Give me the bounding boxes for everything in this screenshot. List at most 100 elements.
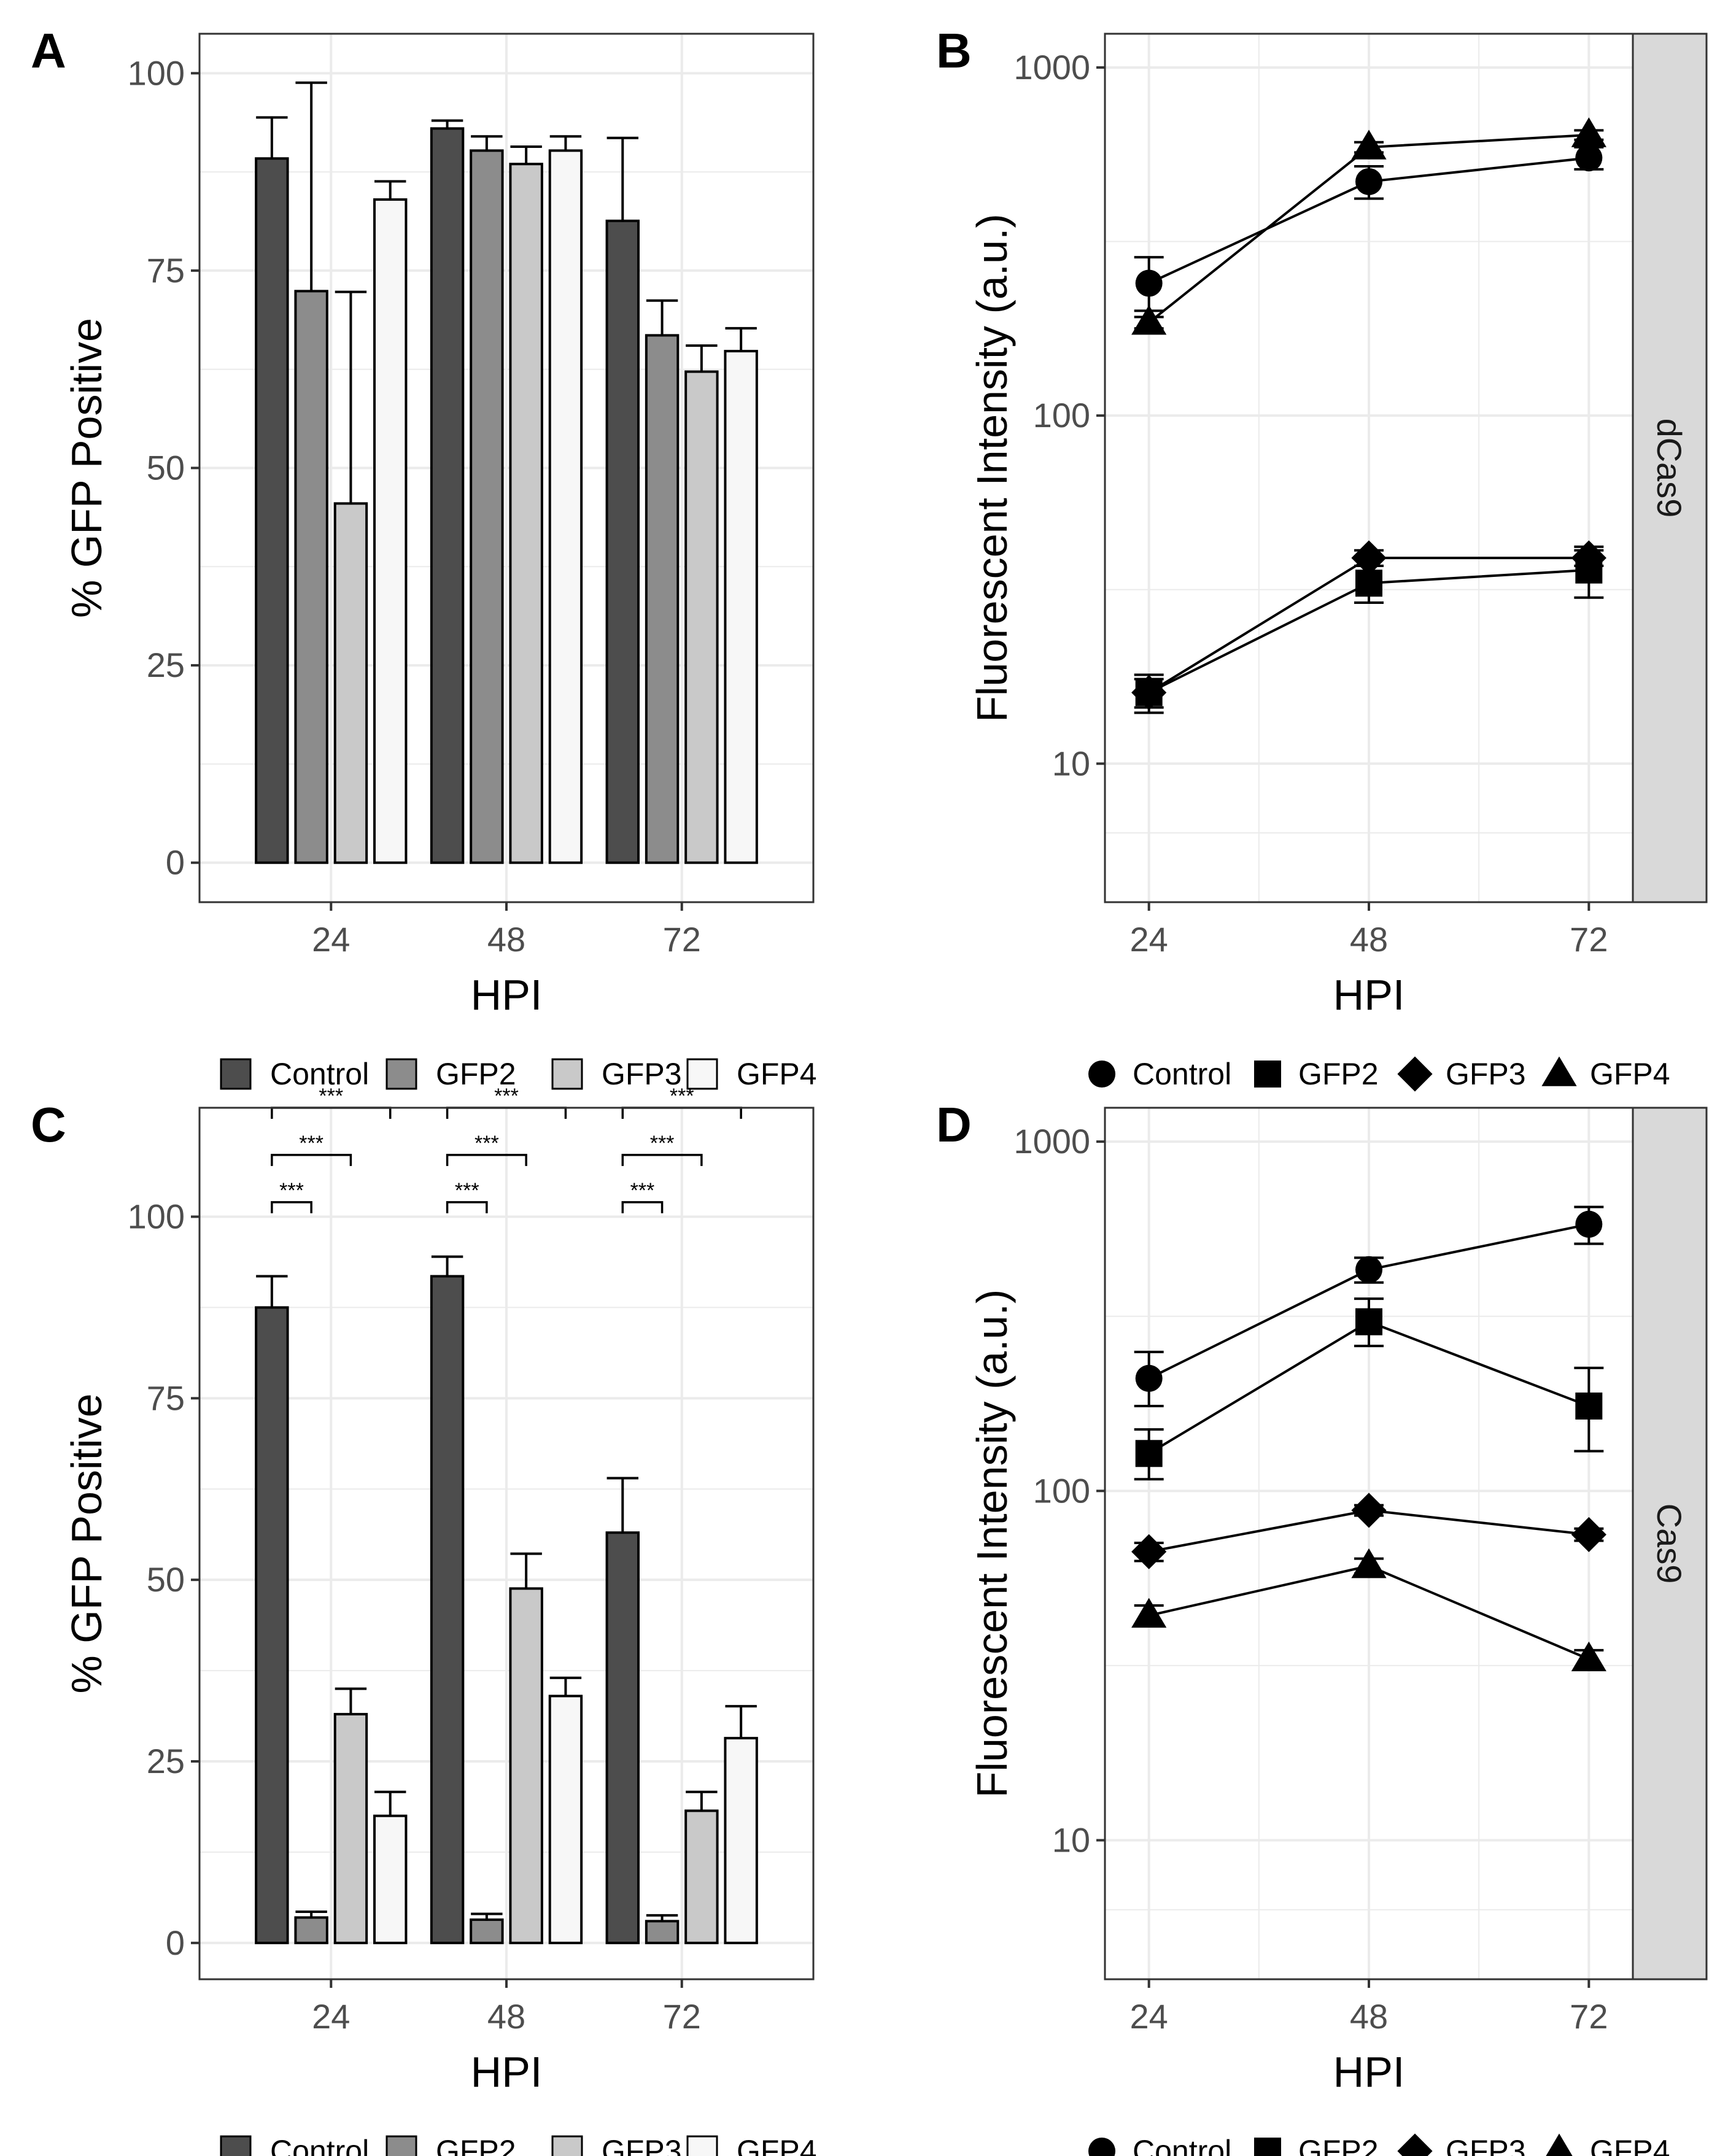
point-gfp4-24 <box>1131 1598 1167 1628</box>
panel-label: C <box>31 1097 66 1152</box>
x-tick-label: 48 <box>487 1997 525 2036</box>
x-tick-label: 48 <box>1350 1997 1388 2036</box>
significance-bracket <box>446 1201 488 1213</box>
y-tick-label: 100 <box>128 1197 185 1236</box>
y-tick-label: 0 <box>166 843 185 882</box>
legend-label-gfp4: GFP4 <box>737 2134 817 2156</box>
y-tick-label: 10 <box>1052 744 1090 782</box>
significance-bracket <box>271 1201 312 1213</box>
legend-key-gfp4 <box>686 1058 718 1090</box>
point-gfp3-24 <box>1131 674 1167 711</box>
bar-gfp4-24 <box>373 198 408 864</box>
y-tick-label: 50 <box>147 1560 185 1599</box>
point-gfp3-72 <box>1571 540 1606 576</box>
y-tick-label: 50 <box>147 449 185 487</box>
point-gfp3-72 <box>1571 1517 1606 1553</box>
significance-label: *** <box>455 1179 479 1202</box>
y-tick-label: 100 <box>1033 396 1090 435</box>
significance-bracket <box>446 1154 527 1166</box>
x-tick-label: 48 <box>487 920 525 959</box>
legend-label-gfp4: GFP4 <box>737 1057 817 1091</box>
legend-label-gfp4: GFP4 <box>1590 1057 1670 1091</box>
bar-control-72 <box>605 1531 640 1944</box>
bar-gfp2-24 <box>294 290 328 864</box>
point-gfp4-72 <box>1571 1641 1606 1672</box>
x-tick-label: 72 <box>663 920 701 959</box>
facet-strip <box>1632 1107 1708 1980</box>
y-tick-label: 75 <box>147 251 185 290</box>
bar-gfp4-24 <box>373 1814 408 1944</box>
bar-gfp4-72 <box>724 1737 758 1944</box>
point-gfp2-24 <box>1135 1440 1163 1467</box>
y-axis-title: Fluorescent Intensity (a.u.) <box>968 1289 1016 1798</box>
y-tick-label: 10 <box>1052 1821 1090 1860</box>
bar-gfp2-72 <box>645 334 680 864</box>
bar-gfp2-24 <box>294 1916 328 1944</box>
panel-d: Cas9 10 100 1000 24 48 72 HPI Fluorescent Intens… <box>936 1097 1708 2156</box>
legend-key-control <box>1088 1061 1115 1088</box>
legend-label-control: Control <box>270 1057 369 1091</box>
point-control-24 <box>1135 269 1163 297</box>
legend-key-gfp2 <box>386 2135 417 2156</box>
point-gfp4-72 <box>1571 117 1606 147</box>
legend-key-gfp3 <box>1397 1056 1433 1092</box>
y-tick-label: 25 <box>147 646 185 684</box>
legend-label-gfp3: GFP3 <box>602 2134 682 2156</box>
point-control-72 <box>1575 144 1603 172</box>
bar-gfp2-48 <box>470 1918 504 1944</box>
significance-label: *** <box>475 1132 499 1155</box>
point-control-48 <box>1355 1256 1382 1283</box>
significance-label: *** <box>279 1179 304 1202</box>
significance-bracket <box>621 1201 664 1213</box>
y-axis-title: Fluorescent Intensity (a.u.) <box>968 214 1016 722</box>
significance-label: *** <box>494 1084 519 1108</box>
x-tick-label: 72 <box>663 1997 701 2036</box>
bar-gfp4-72 <box>724 350 758 864</box>
significance-label: *** <box>630 1179 655 1202</box>
panel-label: D <box>936 1097 972 1152</box>
bar-gfp3-72 <box>684 370 719 864</box>
bar-control-48 <box>430 127 465 864</box>
legend-key-gfp2 <box>1254 1061 1281 1088</box>
facet-strip <box>1632 33 1708 903</box>
y-tick-label: 1000 <box>1013 48 1090 87</box>
panel-c: *** *** *** *** *** *** *** *** *** 0 25 50 75 100 24 4… <box>31 1084 817 2156</box>
legend-key-gfp2 <box>386 1058 417 1090</box>
legend-key-control <box>1088 2138 1115 2156</box>
panel-label: B <box>936 23 972 78</box>
y-tick-label: 25 <box>147 1742 185 1780</box>
legend-label-gfp2: GFP2 <box>436 2134 516 2156</box>
y-tick-label: 75 <box>147 1378 185 1417</box>
panel-label: A <box>31 23 66 78</box>
y-tick-label: 100 <box>1033 1471 1090 1510</box>
x-tick-label: 24 <box>312 1997 350 2036</box>
y-tick-label: 100 <box>128 53 185 92</box>
x-tick-label: 72 <box>1570 920 1608 959</box>
point-control-24 <box>1135 1364 1163 1392</box>
legend-key-control <box>220 2135 252 2156</box>
significance-bracket <box>271 1154 352 1166</box>
point-gfp2-48 <box>1355 1308 1382 1335</box>
legend-key-gfp4 <box>686 2135 718 2156</box>
significance-label: *** <box>650 1132 675 1155</box>
legend-key-gfp2 <box>1254 2138 1281 2156</box>
legend-key-control <box>220 1058 252 1090</box>
legend-label-gfp4: GFP4 <box>1590 2134 1670 2156</box>
x-tick-label: 24 <box>312 920 350 959</box>
significance-label: *** <box>319 1084 343 1108</box>
x-axis-title: HPI <box>1333 971 1405 1019</box>
legend-label-gfp3: GFP3 <box>1446 2134 1526 2156</box>
significance-bracket <box>621 1154 703 1166</box>
point-gfp3-24 <box>1131 1534 1167 1569</box>
point-gfp4-48 <box>1351 129 1387 160</box>
bar-gfp3-48 <box>509 163 543 864</box>
panel-a: 0 25 50 75 100 24 48 72 HPI % GFP Positive Control… <box>31 23 817 1091</box>
bar-gfp3-24 <box>333 502 368 864</box>
facet-strip-label: Cas9 <box>1650 1504 1689 1584</box>
x-tick-label: 24 <box>1130 1997 1168 2036</box>
facet-strip-label: dCas9 <box>1650 419 1689 518</box>
legend-key-gfp3 <box>551 2135 583 2156</box>
legend-key-gfp4 <box>1546 2133 1573 2156</box>
bar-gfp2-48 <box>470 149 504 864</box>
bar-gfp4-48 <box>548 1694 583 1944</box>
